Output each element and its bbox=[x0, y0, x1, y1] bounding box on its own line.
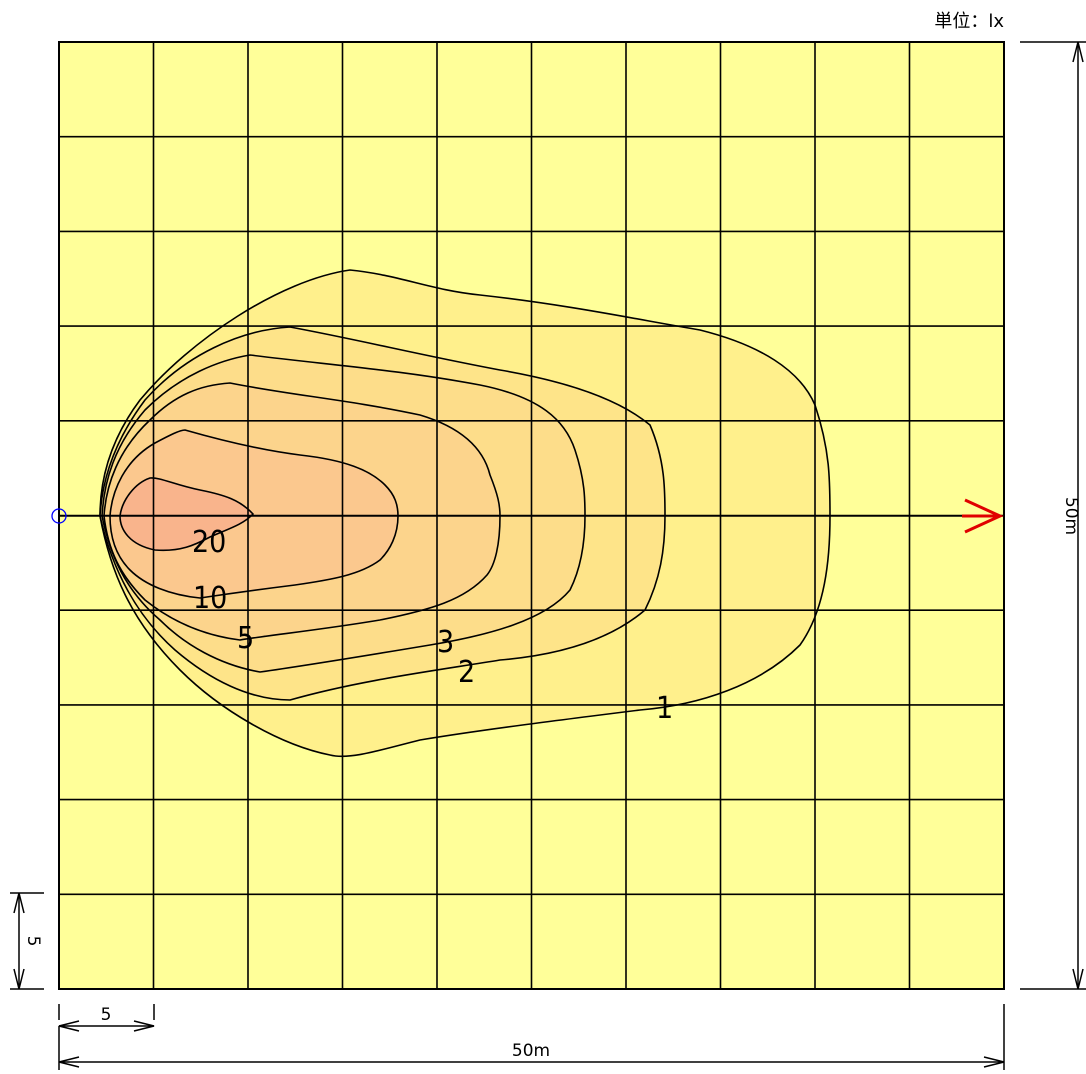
total-width-dimension bbox=[58, 1004, 1005, 1070]
total-height-dimension bbox=[1020, 41, 1086, 990]
total-width-label: 50m bbox=[512, 1041, 550, 1061]
contour-label-5: 5 bbox=[237, 621, 254, 656]
grid-width-label: 5 bbox=[101, 1005, 112, 1025]
contour-label-1: 1 bbox=[656, 691, 673, 726]
contour-label-10: 10 bbox=[193, 581, 227, 616]
contour-label-20: 20 bbox=[192, 525, 226, 560]
direction-arrow-icon bbox=[962, 498, 1004, 534]
contour-label-3: 3 bbox=[437, 625, 454, 660]
contour-label-2: 2 bbox=[458, 655, 475, 690]
grid-height-label: 5 bbox=[23, 936, 43, 947]
total-height-label: 50m bbox=[1061, 497, 1081, 535]
unit-label: 単位：lx bbox=[934, 11, 1004, 32]
grid-height-dimension bbox=[10, 892, 44, 990]
origin-marker bbox=[51, 508, 67, 524]
